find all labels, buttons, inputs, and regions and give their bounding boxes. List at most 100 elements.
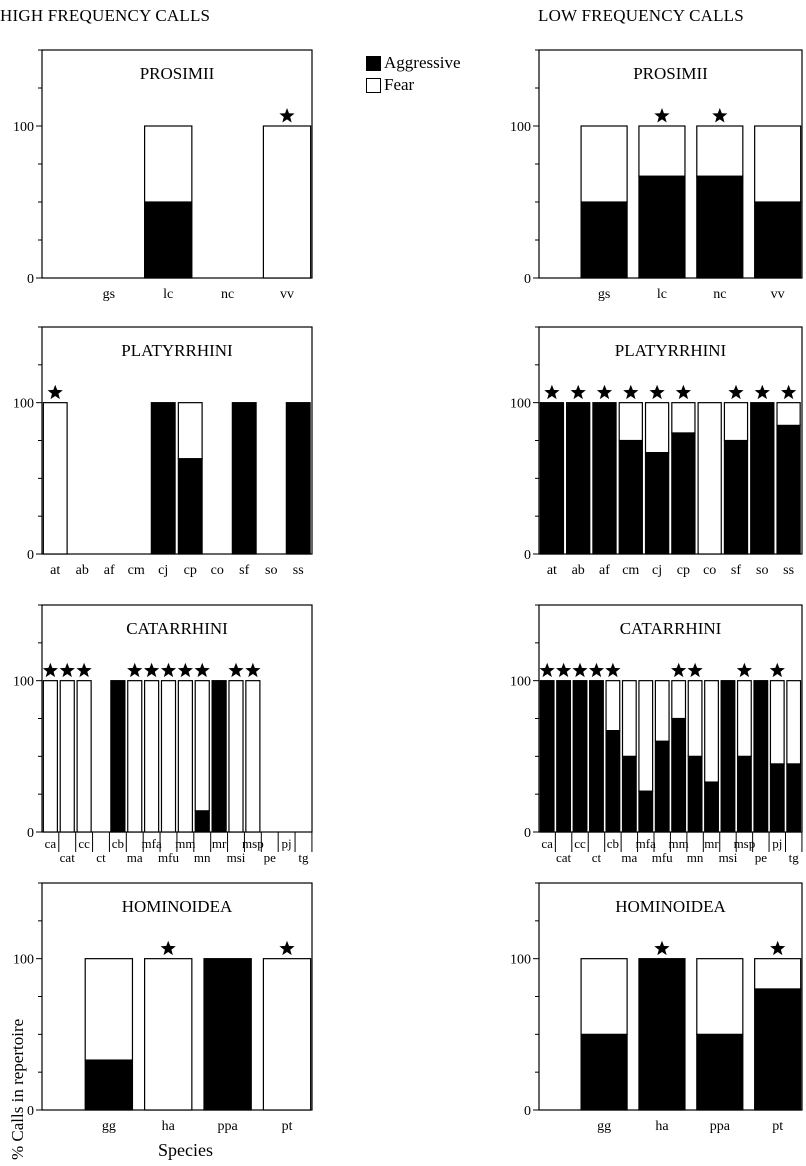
y-tick-label: 100 <box>510 953 531 968</box>
y-tick-label: 100 <box>510 120 531 135</box>
panel-catarrhini-high: CATARRHINI 0 100 cacatccctcbmamfamfummmnmrm… <box>13 604 313 865</box>
star-icon <box>572 662 588 678</box>
x-tick-label-ha: ha <box>655 1119 669 1134</box>
star-icon <box>649 384 665 400</box>
bar-aggressive-msi <box>720 680 736 833</box>
bar-aggressive-cj <box>644 452 670 555</box>
bar-aggressive-pj <box>769 763 785 833</box>
x-tick-label-so: so <box>265 563 277 578</box>
x-tick-label-pe: pe <box>264 850 277 865</box>
bar-aggressive-gg <box>580 1033 628 1111</box>
bar-aggressive-cb <box>605 730 621 833</box>
panel-platyrrhini-low: PLATYRRHINI 0 100 at ab af cm cj cp co sf so ss <box>510 326 803 578</box>
bar-aggressive-nc <box>696 175 744 279</box>
star-icon <box>76 662 92 678</box>
x-tick-label-ss: ss <box>783 563 794 578</box>
bar-fear-mm <box>671 680 687 720</box>
panel-title: HOMINOIDEA <box>122 897 233 916</box>
bar-fear-lc <box>638 125 686 177</box>
star-icon <box>556 662 572 678</box>
x-tick-label-mfa: mfa <box>636 836 656 851</box>
x-tick-label-gs: gs <box>103 287 115 302</box>
bar-fear-cat <box>59 680 75 833</box>
x-tick-label-cm: cm <box>128 563 145 578</box>
bar-fear-pt <box>754 958 802 990</box>
x-tick-label-cat: cat <box>556 850 572 865</box>
x-tick-label-af: af <box>599 563 610 578</box>
bar-fear-cp <box>177 402 203 460</box>
y-tick-label: 100 <box>13 397 34 412</box>
x-tick-label-pe: pe <box>755 850 768 865</box>
panel-hominoidea-low: HOMINOIDEA 0 100 gg ha ppa pt <box>510 882 803 1134</box>
x-tick-label-msi: msi <box>227 850 246 865</box>
x-tick-label-ma: ma <box>127 850 143 865</box>
star-icon <box>144 662 160 678</box>
star-icon <box>127 662 143 678</box>
bar-fear-mn <box>194 680 210 812</box>
x-tick-label-pt: pt <box>282 1119 293 1134</box>
bar-fear-ma <box>621 680 637 757</box>
x-tick-label-msi: msi <box>719 850 738 865</box>
bar-aggressive-vv <box>754 201 802 279</box>
x-tick-label-vv: vv <box>771 287 785 302</box>
bar-fear-mn <box>687 680 703 757</box>
x-tick-label-ca: ca <box>45 836 57 851</box>
x-tick-label-cj: cj <box>158 563 168 578</box>
star-icon <box>160 940 176 956</box>
x-tick-label-cat: cat <box>60 850 76 865</box>
y-tick-label: 100 <box>13 120 34 135</box>
bar-aggressive-lc <box>144 201 193 279</box>
x-tick-label-cm: cm <box>622 563 639 578</box>
bar-fear-ha <box>144 958 193 1111</box>
x-tick-label-ss: ss <box>293 563 304 578</box>
bar-aggressive-gg <box>84 1059 134 1111</box>
x-tick-label-gg: gg <box>102 1119 116 1134</box>
bar-aggressive-ha <box>638 958 686 1111</box>
bar-aggressive-mm <box>671 717 687 833</box>
panel-title: PLATYRRHINI <box>615 341 727 360</box>
bar-fear-pj <box>769 680 785 765</box>
y-tick-label: 100 <box>510 675 531 690</box>
star-icon <box>194 662 210 678</box>
bar-fear-mfu <box>654 680 670 742</box>
bar-aggressive-ppa <box>203 958 252 1111</box>
bar-fear-co <box>697 402 722 555</box>
bar-aggressive-mn <box>194 810 210 833</box>
x-tick-label-mfu: mfu <box>158 850 179 865</box>
y-tick-label: 0 <box>524 826 531 841</box>
x-tick-label-ab: ab <box>76 563 89 578</box>
bar-fear-cj <box>644 402 670 454</box>
panel-catarrhini-low: CATARRHINI 0 100 cacatccctcbmamfamfummmnmrm… <box>510 604 803 865</box>
x-tick-label-pj: pj <box>282 836 292 851</box>
bar-fear-lc <box>144 125 193 203</box>
x-tick-label-cc: cc <box>78 836 90 851</box>
bar-aggressive-ss <box>776 424 801 555</box>
x-tick-label-tg: tg <box>298 850 309 865</box>
bar-fear-ma <box>127 680 143 833</box>
y-tick-label: 0 <box>27 548 34 563</box>
star-icon <box>544 384 560 400</box>
x-tick-label-msp: msp <box>734 836 756 851</box>
x-tick-label-mn: mn <box>687 850 704 865</box>
bar-fear-mfa <box>144 680 160 833</box>
y-tick-label: 0 <box>524 272 531 287</box>
bar-fear-pt <box>262 958 312 1111</box>
x-tick-label-lc: lc <box>163 287 173 302</box>
x-tick-label-cb: cb <box>607 836 619 851</box>
x-tick-label-pt: pt <box>772 1119 783 1134</box>
x-tick-label-mn: mn <box>194 850 211 865</box>
star-icon <box>588 662 605 678</box>
x-tick-label-lc: lc <box>657 287 667 302</box>
panel-frame <box>41 326 313 555</box>
star-icon <box>781 384 797 400</box>
bar-aggressive-cat <box>556 680 572 833</box>
star-icon <box>160 662 177 678</box>
x-tick-label-mm: mm <box>669 836 689 851</box>
bar-aggressive-mfa <box>638 790 654 833</box>
x-tick-label-tg: tg <box>789 850 800 865</box>
panel-title: PROSIMII <box>633 64 708 83</box>
star-icon <box>675 384 691 400</box>
bar-aggressive-ma <box>621 755 637 833</box>
y-tick-label: 100 <box>510 397 531 412</box>
